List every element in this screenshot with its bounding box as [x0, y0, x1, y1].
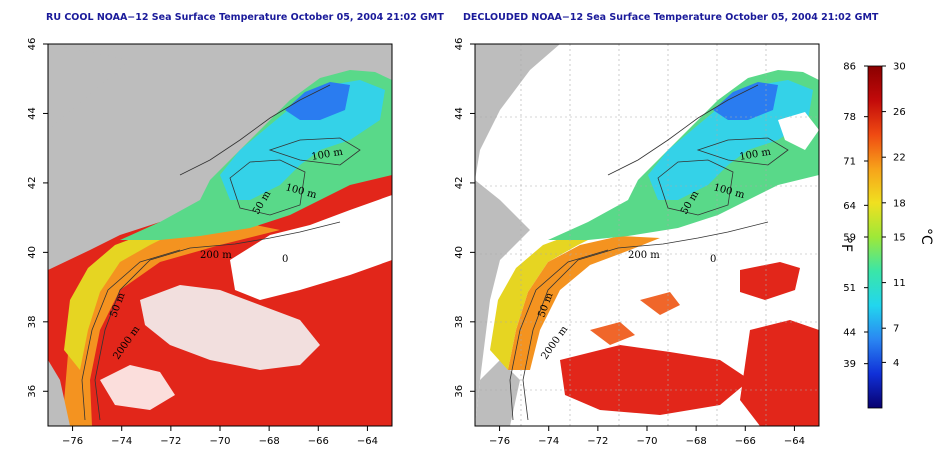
fahrenheit-tick-label: 64 [843, 201, 856, 212]
lon-tick-label: −68 [259, 436, 280, 447]
lat-tick-label: 36 [27, 385, 38, 398]
celsius-tick-label: 22 [893, 153, 906, 164]
lon-tick-label: −74 [111, 436, 132, 447]
celsius-tick-label: 7 [893, 324, 899, 335]
fahrenheit-tick-label: 44 [843, 328, 856, 339]
contour-label-200m: 200 m [200, 250, 232, 261]
lat-tick-label: 40 [27, 246, 38, 259]
celsius-tick-label: 15 [893, 233, 906, 244]
lon-tick-label: −72 [160, 436, 181, 447]
land-area [475, 44, 560, 180]
left-panel-title: RU COOL NOAA−12 Sea Surface Temperature … [46, 12, 444, 23]
lat-tick-label: 38 [27, 315, 38, 328]
right-panel-title: DECLOUDED NOAA−12 Sea Surface Temperatur… [463, 12, 879, 23]
lon-tick-label: −70 [636, 436, 657, 447]
lon-tick-label: −64 [784, 436, 805, 447]
fahrenheit-tick-label: 71 [843, 157, 856, 168]
lon-tick-label: −64 [357, 436, 378, 447]
lon-tick-label: −66 [735, 436, 756, 447]
lat-tick-label: 42 [27, 177, 38, 190]
left-map-axes: −76 −74 −72 −70 −68 −66 −64 36 38 40 42 44 46 [27, 38, 378, 447]
lon-tick-label: −76 [489, 436, 510, 447]
fahrenheit-tick-label: 78 [843, 112, 856, 123]
celsius-tick-label: 11 [893, 278, 906, 289]
fahrenheit-unit-label: °F [838, 237, 854, 252]
lat-tick-label: 46 [454, 38, 465, 51]
lat-tick-label: 46 [27, 38, 38, 51]
celsius-tick-label: 4 [893, 358, 899, 369]
celsius-tick-label: 18 [893, 198, 906, 209]
contour-label-zero: 0 [282, 254, 288, 265]
lon-tick-label: −76 [62, 436, 83, 447]
lat-tick-label: 38 [454, 315, 465, 328]
lat-tick-label: 36 [454, 385, 465, 398]
celsius-unit-label: °C [918, 228, 934, 245]
lat-tick-label: 44 [454, 107, 465, 120]
right-sst-map: 100 m 100 m 50 m 200 m 50 m 2000 m 0 −76… [454, 38, 820, 447]
lat-tick-label: 40 [454, 246, 465, 259]
contour-label-200m: 200 m [628, 250, 660, 261]
colorbar-gradient [867, 65, 883, 409]
celsius-tick-label: 26 [893, 107, 906, 118]
lat-tick-label: 44 [27, 107, 38, 120]
celsius-tick-label: 30 [893, 62, 906, 73]
fahrenheit-tick-label: 51 [843, 283, 856, 294]
lon-tick-label: −72 [587, 436, 608, 447]
lon-tick-label: −74 [538, 436, 559, 447]
lon-tick-label: −70 [209, 436, 230, 447]
fahrenheit-tick-label: 39 [843, 359, 856, 370]
left-sst-map: 100 m 100 m 50 m 200 m 50 m 2000 m 0 −76… [27, 38, 393, 447]
lat-tick-label: 42 [454, 177, 465, 190]
temperature-colorbar: 30 26 22 18 15 11 7 4 86 78 71 64 59 51 44 39 °F °C [838, 62, 934, 409]
lon-tick-label: −66 [308, 436, 329, 447]
fahrenheit-tick-label: 59 [843, 233, 856, 244]
contour-label-zero: 0 [710, 254, 716, 265]
fahrenheit-tick-label: 86 [843, 62, 856, 73]
lon-tick-label: −68 [686, 436, 707, 447]
right-map-axes: −76 −74 −72 −70 −68 −66 −64 36 38 40 42 44 46 [454, 38, 805, 447]
